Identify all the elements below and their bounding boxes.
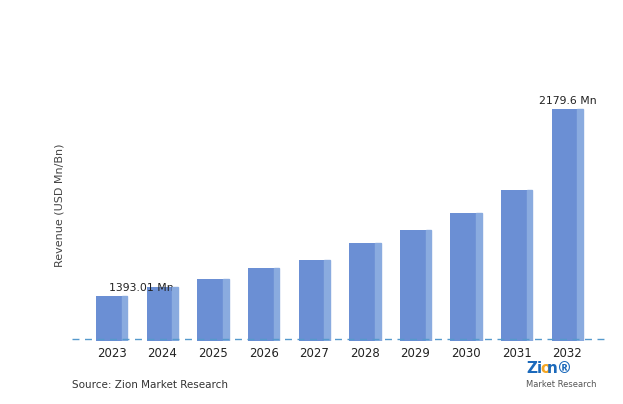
Bar	[578, 109, 583, 404]
Text: Global Market Size, 2024-2032 (USD Million): Global Market Size, 2024-2032 (USD Milli…	[164, 42, 459, 55]
Text: Clinical Trial Supply and Logistics Market,: Clinical Trial Supply and Logistics Mark…	[107, 11, 516, 29]
Text: 2179.6 Mn: 2179.6 Mn	[538, 96, 596, 106]
Bar	[146, 287, 178, 404]
Bar	[173, 287, 178, 404]
Text: o: o	[541, 361, 551, 376]
Bar	[450, 213, 482, 404]
Bar	[527, 189, 533, 404]
Text: CAGR :  5.10%: CAGR : 5.10%	[100, 91, 206, 105]
Text: Market Research: Market Research	[526, 380, 597, 389]
Bar	[324, 259, 330, 404]
Bar	[273, 268, 279, 404]
Text: n®: n®	[547, 361, 573, 376]
Bar	[400, 230, 431, 404]
Y-axis label: Revenue (USD Mn/Bn): Revenue (USD Mn/Bn)	[55, 143, 65, 267]
Bar	[96, 296, 127, 404]
Text: 1393.01 Mn: 1393.01 Mn	[109, 283, 174, 293]
Bar	[501, 189, 533, 404]
Text: Source: Zion Market Research: Source: Zion Market Research	[72, 380, 227, 390]
Bar	[223, 278, 229, 404]
Bar	[298, 259, 330, 404]
Text: Zi: Zi	[526, 361, 543, 376]
Bar	[426, 230, 431, 404]
Bar	[476, 213, 482, 404]
Bar	[121, 296, 127, 404]
Bar	[375, 243, 381, 404]
Bar	[552, 109, 583, 404]
Bar	[197, 278, 229, 404]
Bar	[349, 243, 381, 404]
Bar	[248, 268, 279, 404]
